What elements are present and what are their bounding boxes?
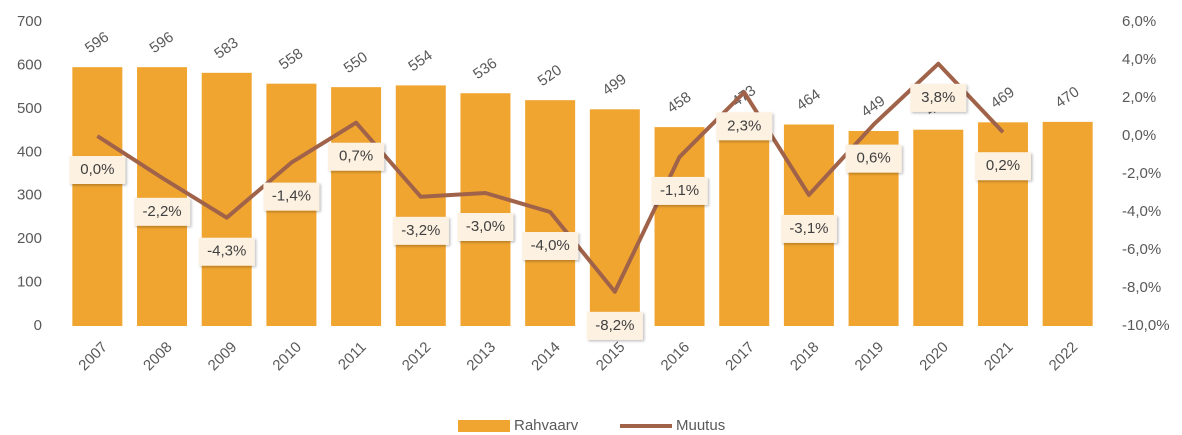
y-tick-label: 600 — [17, 56, 42, 73]
value-label-box — [457, 213, 514, 241]
line-value-label: -8,2% — [595, 317, 634, 334]
bar-value-label: 464 — [793, 86, 823, 114]
y2-tick-label: -8,0% — [1122, 279, 1161, 296]
bar-value-label: 596 — [82, 29, 112, 57]
value-label-box — [69, 156, 126, 184]
line-value-label: -2,2% — [142, 203, 181, 220]
line-value-label: 3,8% — [921, 89, 955, 106]
legend-swatch — [458, 420, 510, 432]
bar-value-label: 583 — [211, 34, 241, 62]
x-tick-label: 2009 — [205, 339, 241, 375]
y2-tick-label: -4,0% — [1122, 203, 1161, 220]
x-tick-label: 2007 — [75, 339, 111, 375]
x-tick-label: 2018 — [787, 339, 823, 375]
value-label-box — [392, 216, 449, 245]
line-value-label: 0,2% — [986, 157, 1020, 174]
bar-value-label: 458 — [664, 89, 694, 117]
y-tick-label: 700 — [17, 13, 42, 30]
x-tick-label: 2012 — [399, 339, 435, 375]
line-value-label: -4,3% — [207, 243, 246, 260]
y2-tick-label: -2,0% — [1122, 165, 1161, 182]
y2-tick-label: 6,0% — [1122, 13, 1156, 30]
bar — [395, 85, 446, 326]
value-label-box — [974, 152, 1031, 181]
legend-label: Rahvaarv — [514, 417, 579, 434]
bar-value-label: 536 — [470, 55, 500, 83]
value-label-box — [198, 237, 255, 266]
bar — [719, 120, 770, 326]
x-tick-label: 2017 — [722, 339, 758, 375]
y-tick-label: 100 — [17, 274, 42, 291]
bar — [72, 67, 123, 326]
line-value-label: 0,6% — [856, 150, 890, 167]
bar-value-label: 554 — [405, 47, 435, 75]
y2-tick-label: 0,0% — [1122, 127, 1156, 144]
line-value-label: 0,7% — [339, 148, 373, 165]
x-tick-label: 2019 — [852, 339, 888, 375]
x-tick-label: 2008 — [140, 339, 176, 375]
value-label-box — [910, 83, 967, 112]
value-label-box — [134, 197, 191, 226]
bar — [137, 67, 188, 326]
line-value-label: 0,0% — [80, 161, 114, 178]
bar-value-label: 470 — [1052, 83, 1082, 111]
bar — [460, 93, 511, 326]
value-label-box — [522, 232, 579, 260]
legend-label: Muutus — [676, 417, 725, 434]
line-value-label: -3,1% — [789, 220, 828, 237]
x-tick-label: 2022 — [1046, 339, 1082, 375]
line-value-label: -1,1% — [660, 182, 699, 199]
x-tick-label: 2016 — [658, 339, 694, 375]
x-tick-label: 2014 — [528, 339, 564, 375]
y-tick-label: 400 — [17, 143, 42, 160]
value-label-box — [845, 144, 902, 173]
value-label-box — [328, 142, 385, 171]
value-label-box — [716, 112, 773, 141]
value-label-box — [651, 176, 708, 205]
line-value-label: -3,2% — [401, 222, 440, 239]
x-tick-label: 2010 — [269, 339, 305, 375]
bar — [331, 87, 382, 327]
bar-value-label: 520 — [535, 62, 565, 90]
y2-tick-label: 2,0% — [1122, 89, 1156, 106]
x-tick-label: 2011 — [335, 339, 370, 374]
bar-value-label: 469 — [988, 84, 1018, 112]
bar-value-label: 550 — [341, 49, 371, 77]
value-label-box — [263, 182, 320, 211]
bar — [1042, 121, 1093, 326]
bar — [913, 129, 964, 326]
value-label-box — [586, 311, 643, 340]
y2-tick-label: -10,0% — [1122, 317, 1170, 334]
y-tick-label: 0 — [34, 317, 42, 334]
line-value-label: -3,0% — [466, 218, 505, 235]
line-value-label: -4,0% — [531, 237, 570, 254]
bar-value-label: 558 — [276, 45, 306, 73]
bar-value-label: 499 — [599, 71, 629, 99]
x-tick-label: 2020 — [916, 339, 952, 375]
y2-tick-label: -6,0% — [1122, 241, 1161, 258]
x-tick-label: 2015 — [593, 339, 629, 375]
y2-tick-label: 4,0% — [1122, 51, 1156, 68]
y-tick-label: 500 — [17, 100, 42, 117]
x-tick-label: 2021 — [981, 339, 1017, 375]
value-label-box — [780, 214, 837, 243]
y-tick-label: 200 — [17, 230, 42, 247]
y-tick-label: 300 — [17, 187, 42, 204]
x-tick-label: 2013 — [463, 339, 499, 375]
line-value-label: 2,3% — [727, 117, 761, 134]
line-value-label: -1,4% — [272, 188, 311, 205]
bar — [201, 72, 252, 326]
bar-value-label: 596 — [147, 29, 177, 57]
